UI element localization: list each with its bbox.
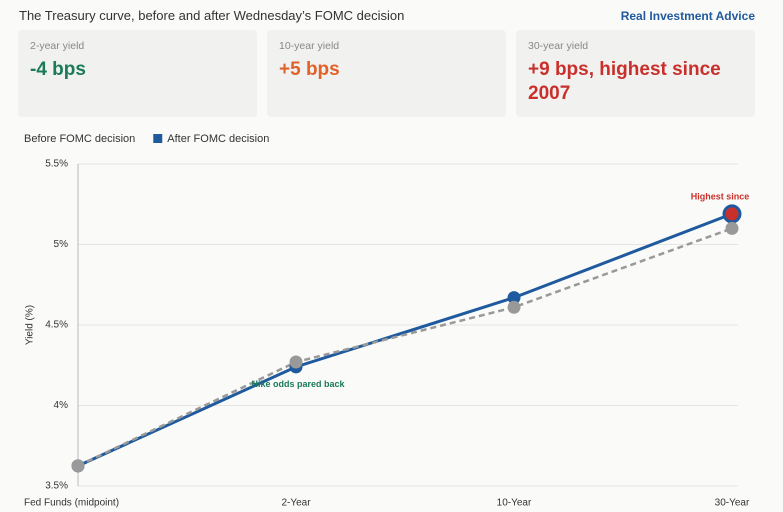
point <box>507 291 521 305</box>
card-value: -4 bps <box>30 59 86 80</box>
annotation: Hike odds pared back <box>251 379 345 389</box>
card-value: +5 bps <box>279 59 340 80</box>
x-tick-label: Fed Funds (midpoint) <box>24 498 119 509</box>
title: The Treasury curve, before and after Wed… <box>19 8 405 23</box>
series-line <box>77 227 733 468</box>
y-tick-label: 5.5% <box>45 159 68 170</box>
y-tick-label: 3.5% <box>45 481 68 492</box>
card-label: 10-year yield <box>279 40 340 52</box>
x-tick-label: 2-Year <box>281 498 311 509</box>
x-tick-label: 30-Year <box>715 498 750 509</box>
stat-card: 10-year yield +5 bps <box>267 30 506 117</box>
stat-card: 30-year yield +9 bps, highest since 2007 <box>516 30 755 117</box>
y-tick-label: 4% <box>54 400 69 411</box>
series-line <box>77 212 733 468</box>
brand[interactable]: Real Investment Advice <box>620 9 755 23</box>
point <box>725 221 739 235</box>
y-tick-label: 4.5% <box>45 320 68 331</box>
y-axis-label: Yield (%) <box>25 305 36 345</box>
point <box>289 355 303 369</box>
x-tick-label: 10-Year <box>497 498 532 509</box>
stat-card: 2-year yield -4 bps <box>18 30 257 117</box>
legend-label: After FOMC decision <box>167 133 269 145</box>
y-tick-label: 5% <box>54 239 69 250</box>
annotation: Highest since <box>691 191 750 201</box>
card-value: +9 bps, highest since 2007 <box>528 59 721 104</box>
legend-marker <box>153 134 163 143</box>
legend-label: Before FOMC decision <box>24 133 135 145</box>
card-label: 30-year yield <box>528 40 589 52</box>
point <box>507 300 521 314</box>
card-label: 2-year yield <box>30 40 85 52</box>
point <box>71 459 85 473</box>
point <box>722 204 742 224</box>
